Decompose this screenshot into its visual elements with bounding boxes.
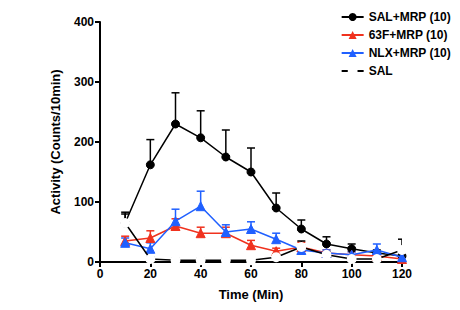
svg-text:0: 0 bbox=[97, 267, 104, 281]
svg-text:63F+MRP (10): 63F+MRP (10) bbox=[369, 28, 448, 42]
svg-text:20: 20 bbox=[144, 267, 158, 281]
svg-text:300: 300 bbox=[74, 75, 94, 89]
svg-text:120: 120 bbox=[392, 267, 412, 281]
svg-text:100: 100 bbox=[74, 195, 94, 209]
svg-text:100: 100 bbox=[342, 267, 362, 281]
svg-text:NLX+MRP (10): NLX+MRP (10) bbox=[369, 46, 451, 60]
svg-text:80: 80 bbox=[295, 267, 309, 281]
svg-text:40: 40 bbox=[194, 267, 208, 281]
svg-text:Activity (Counts/10min): Activity (Counts/10min) bbox=[48, 69, 63, 214]
svg-text:400: 400 bbox=[74, 15, 94, 29]
svg-text:60: 60 bbox=[244, 267, 258, 281]
svg-text:SAL+MRP (10): SAL+MRP (10) bbox=[369, 10, 451, 24]
svg-text:Time (Min): Time (Min) bbox=[219, 287, 284, 302]
svg-text:200: 200 bbox=[74, 135, 94, 149]
svg-text:SAL: SAL bbox=[369, 64, 393, 78]
svg-text:0: 0 bbox=[87, 255, 94, 269]
